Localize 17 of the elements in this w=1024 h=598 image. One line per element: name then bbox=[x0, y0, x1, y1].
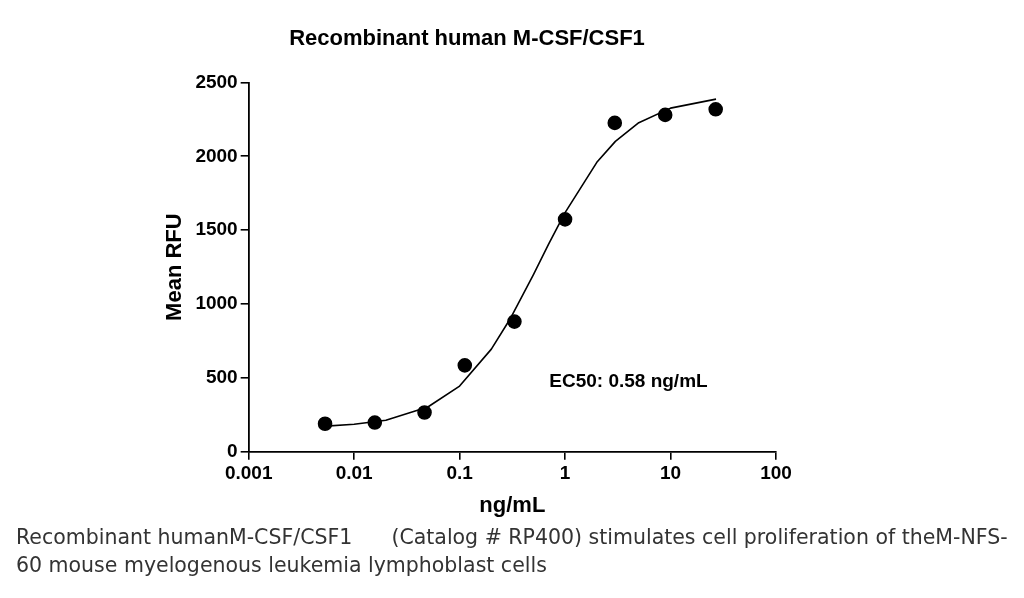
y-tick-label: 1500 bbox=[195, 218, 238, 240]
y-tick-label: 2000 bbox=[195, 144, 238, 166]
text: Recombinant humanM-CSF/CSF1 (Catalog # RP400) stimulates cell proliferation of theM-NFS-60 mouse myelogenous leukemia lymphoblast cells bbox=[16, 524, 1009, 579]
x-tick-label: 0.001 bbox=[224, 462, 273, 484]
y-tick-label: 2500 bbox=[195, 70, 238, 92]
x-tick-label: 0.1 bbox=[446, 462, 474, 484]
x-axis-title: ng/mL bbox=[479, 491, 546, 517]
y-tick-label: 500 bbox=[205, 366, 238, 388]
x-tick-label: 100 bbox=[760, 462, 792, 484]
y-tick-label: 0 bbox=[227, 440, 238, 462]
y-tick-label: 1000 bbox=[195, 292, 238, 314]
chart-title: Recombinant human M-CSF/CSF1 bbox=[289, 25, 645, 51]
annotation: EC50: 0.58 ng/mL bbox=[549, 369, 709, 391]
x-tick-label: 10 bbox=[659, 462, 682, 484]
y-axis-title: Mean RFU bbox=[161, 213, 187, 321]
x-tick-label: 1 bbox=[559, 462, 571, 484]
x-tick-label: 0.01 bbox=[335, 462, 374, 484]
